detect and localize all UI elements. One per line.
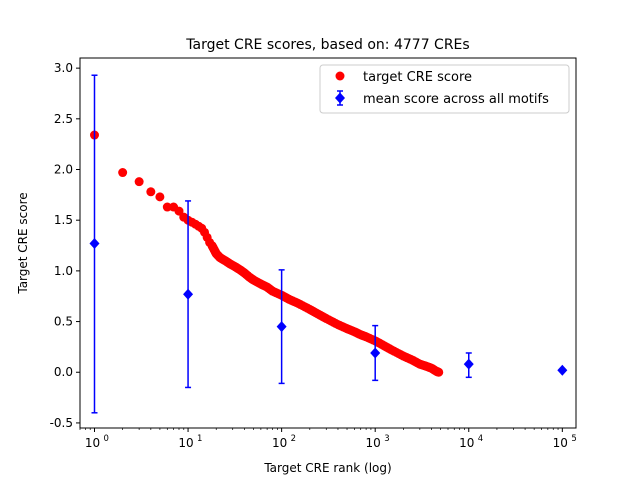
legend-marker-mean-score — [335, 92, 345, 104]
y-axis: -0.5 0.0 0.5 1.0 1.5 2.0 2.5 3.0 — [50, 61, 80, 430]
mean-score-point — [89, 238, 100, 250]
y-tick-label: -0.5 — [50, 416, 73, 430]
target-score-point — [118, 168, 128, 178]
y-tick-label: 1.0 — [54, 264, 73, 278]
x-axis: 10 0 10 1 10 2 10 3 10 4 10 5 — [79, 428, 577, 450]
y-tick-label: 3.0 — [54, 61, 73, 75]
target-score-point — [134, 177, 144, 187]
target-score-point — [162, 202, 172, 212]
x-tick-exponent: 3 — [384, 434, 389, 444]
y-tick-label: 0.5 — [54, 315, 73, 329]
x-tick-label: 10 — [366, 436, 381, 450]
x-tick-label: 10 — [178, 436, 193, 450]
x-tick-label: 10 — [272, 436, 287, 450]
x-tick-exponent: 5 — [571, 434, 576, 444]
x-tick-exponent: 4 — [478, 434, 483, 444]
chart-title: Target CRE scores, based on: 4777 CREs — [185, 37, 469, 53]
plot-area-frame — [79, 57, 577, 429]
target-score-point — [155, 192, 165, 202]
x-tick-exponent: 1 — [197, 434, 202, 444]
legend: target CRE score mean score across all m… — [319, 64, 570, 114]
x-tick-exponent: 0 — [103, 434, 108, 444]
target-score-point — [433, 367, 443, 377]
y-tick-label: 0.0 — [54, 365, 73, 379]
y-tick-label: 1.5 — [54, 213, 73, 227]
mean-score-point — [463, 358, 474, 370]
x-tick-label: 10 — [85, 436, 100, 450]
x-tick-label: 10 — [553, 436, 568, 450]
y-axis-label: Target CRE score — [16, 192, 30, 294]
mean-score-point — [557, 364, 568, 376]
legend-label-target-score: target CRE score — [363, 70, 472, 85]
target-score-point — [174, 206, 184, 216]
mean-score-point — [276, 321, 287, 333]
x-axis-label: Target CRE rank (log) — [263, 461, 391, 475]
x-tick-exponent: 2 — [291, 434, 296, 444]
legend-box — [319, 64, 570, 114]
x-tick-label: 10 — [459, 436, 474, 450]
legend-marker-target-score — [335, 71, 345, 81]
legend-label-mean-score: mean score across all motifs — [363, 92, 549, 107]
mean-score-point — [370, 347, 381, 359]
target-score-point — [146, 187, 156, 197]
y-tick-label: 2.0 — [54, 163, 73, 177]
plot-marks — [89, 74, 568, 414]
mean-score-point — [183, 288, 194, 300]
y-tick-label: 2.5 — [54, 112, 73, 126]
